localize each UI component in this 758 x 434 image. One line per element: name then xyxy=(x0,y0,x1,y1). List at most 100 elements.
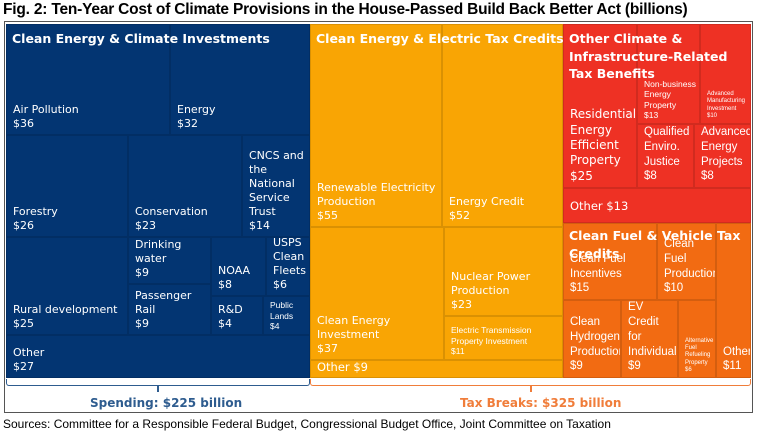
tile-label: Passenger Rail $9 xyxy=(135,289,207,331)
treemap-tile: Public Lands $4 xyxy=(263,296,310,335)
spending-total-label: Spending: $225 billion xyxy=(90,396,243,410)
tile-name: Air Pollution xyxy=(13,102,79,116)
tile-name: Forestry xyxy=(13,204,58,218)
tile-name: Clean Fuel Incentives xyxy=(570,252,626,280)
treemap-tile: Rural development $25 xyxy=(6,237,128,335)
tile-name: Advanced Manufacturing Investment xyxy=(707,91,746,112)
treemap-tile: Non-business Energy Property $13 xyxy=(637,24,700,124)
tile-label: Non-business Energy Property $13 xyxy=(644,79,696,120)
tile-label: Advanced Manufacturing Investment $10 xyxy=(707,91,747,120)
tile-value: $10 xyxy=(664,282,684,295)
tile-value: $32 xyxy=(177,116,198,130)
treemap-tile: R&D $4 xyxy=(211,296,263,335)
tile-label: Clean Fuel Production $10 xyxy=(664,237,715,296)
tile-value: $14 xyxy=(249,218,270,232)
tile-name: Advanced Energy Projects xyxy=(701,126,751,168)
treemap-tile: Residential Energy Efficient Property $25 xyxy=(563,24,637,188)
tile-name: Energy Credit xyxy=(449,194,525,208)
tile-name: Nuclear Power Production xyxy=(451,269,531,297)
treemap-tile: Energy $32 xyxy=(170,24,310,135)
tile-name: Energy xyxy=(177,102,216,116)
tile-name: Clean Hydrogen Production xyxy=(570,316,621,358)
tile-value: $8 xyxy=(701,170,714,183)
tile-value: $27 xyxy=(13,359,34,373)
tile-value: $6 xyxy=(685,366,692,373)
tile-label: NOAA $8 xyxy=(218,264,262,292)
treemap-tile: NOAA $8 xyxy=(211,237,266,296)
tile-label: Energy Credit $52 xyxy=(449,195,559,223)
tile-value: $10 xyxy=(707,112,718,119)
treemap-tile: Other $11 xyxy=(716,223,751,378)
tile-name: Rural development xyxy=(13,302,118,316)
group-title-other-climate-tax: Other Climate & Infrastructure-Related T… xyxy=(569,31,728,81)
sources-note: Sources: Committee for a Responsible Fed… xyxy=(3,417,611,431)
treemap-tile: Qualified Enviro. Justice $8 xyxy=(637,124,694,188)
tile-label: Clean Fuel Incentives $15 xyxy=(570,252,653,296)
tile-name: Clean Energy Investment xyxy=(317,313,391,341)
tile-label: Other $11 xyxy=(723,345,750,374)
treemap-tile: Alternative Fuel Refueling Property $6 xyxy=(678,300,716,378)
tile-label: Energy $32 xyxy=(177,103,306,131)
treemap-tile: Clean Fuel Incentives $15 xyxy=(563,223,657,300)
tile-value: $9 xyxy=(353,360,368,375)
tile-value: $9 xyxy=(135,316,149,330)
tile-name: Clean Fuel Production xyxy=(664,238,716,280)
tile-name: Alternative Fuel Refueling Property xyxy=(685,338,714,366)
tax-total-label: Tax Breaks: $325 billion xyxy=(460,396,622,410)
tile-label: Nuclear Power Production $23 xyxy=(451,270,559,312)
tile-name: Other xyxy=(723,345,751,358)
tile-value: $55 xyxy=(317,208,338,222)
tile-label: USPS Clean Fleets $6 xyxy=(273,237,306,292)
tile-label: Other $13 xyxy=(570,199,747,214)
tile-name: Non-business Energy Property xyxy=(644,79,696,110)
treemap-tile: Clean Energy Investment $37 xyxy=(310,227,444,360)
spending-bracket xyxy=(6,379,310,386)
treemap-tile: New Plug-In EV Credit for Individuals $9 xyxy=(621,300,678,378)
treemap-tile: CNCS and the National Service Trust $14 xyxy=(242,135,310,237)
treemap-tile: Passenger Rail $9 xyxy=(128,284,211,335)
tile-name: Conservation xyxy=(135,204,208,218)
tile-name: Electric Transmission Property Investmen… xyxy=(451,325,532,346)
tile-name: USPS Clean Fleets xyxy=(273,237,306,277)
group-title-spending: Clean Energy & Climate Investments xyxy=(12,31,270,46)
tile-value: $52 xyxy=(449,208,470,222)
tile-name: Qualified Enviro. Justice xyxy=(644,126,690,168)
treemap-tile: Other $27 xyxy=(6,335,310,378)
tile-name: Residential Energy Efficient Property xyxy=(570,107,637,168)
tile-name: R&D xyxy=(218,302,243,316)
treemap-tile: Other $9 xyxy=(310,360,563,378)
tile-name: Passenger Rail xyxy=(135,288,192,316)
tile-value: $11 xyxy=(723,360,742,373)
tile-label: New Plug-In EV Credit for Individuals $9 xyxy=(628,301,677,374)
tile-value: $4 xyxy=(218,316,232,330)
tile-value: $8 xyxy=(644,170,657,183)
tile-value: $13 xyxy=(606,199,629,214)
treemap-tile: Air Pollution $36 xyxy=(6,24,170,135)
spending-bracket-tick xyxy=(157,386,159,392)
group-title-clean-energy-tax: Clean Energy & Electric Tax Credits xyxy=(316,31,564,46)
tile-name: Renewable Electricity Production xyxy=(317,180,436,208)
tile-label: Drinking water $9 xyxy=(135,238,207,280)
treemap-tile: Clean Fuel Production $10 xyxy=(657,223,716,300)
treemap-tile: Clean Hydrogen Production $9 xyxy=(563,300,621,378)
tile-value: $8 xyxy=(218,277,232,291)
tile-value: $9 xyxy=(570,360,583,373)
tax-bracket-tick xyxy=(530,386,532,392)
group-title-clean-fuel-tax: Clean Fuel & Vehicle Tax Credits xyxy=(569,228,741,261)
tile-value: $11 xyxy=(451,345,465,356)
tile-label: Other $27 xyxy=(13,346,306,374)
tile-label: Residential Energy Efficient Property $25 xyxy=(570,107,637,184)
tile-label: Electric Transmission Property Investmen… xyxy=(451,325,559,356)
tile-value: $37 xyxy=(317,341,338,355)
chart-title: Fig. 2: Ten-Year Cost of Climate Provisi… xyxy=(3,1,688,18)
tile-name: New Plug-In EV Credit for Individuals xyxy=(628,301,678,358)
tile-value: $36 xyxy=(13,116,34,130)
tile-value: $9 xyxy=(135,265,149,279)
tile-value: $25 xyxy=(570,168,593,183)
tile-value: $23 xyxy=(451,297,472,311)
tax-bracket xyxy=(310,379,751,386)
tile-label: Public Lands $4 xyxy=(270,300,306,331)
treemap-tile: Conservation $23 xyxy=(128,135,242,237)
tile-name: Other xyxy=(570,199,603,214)
